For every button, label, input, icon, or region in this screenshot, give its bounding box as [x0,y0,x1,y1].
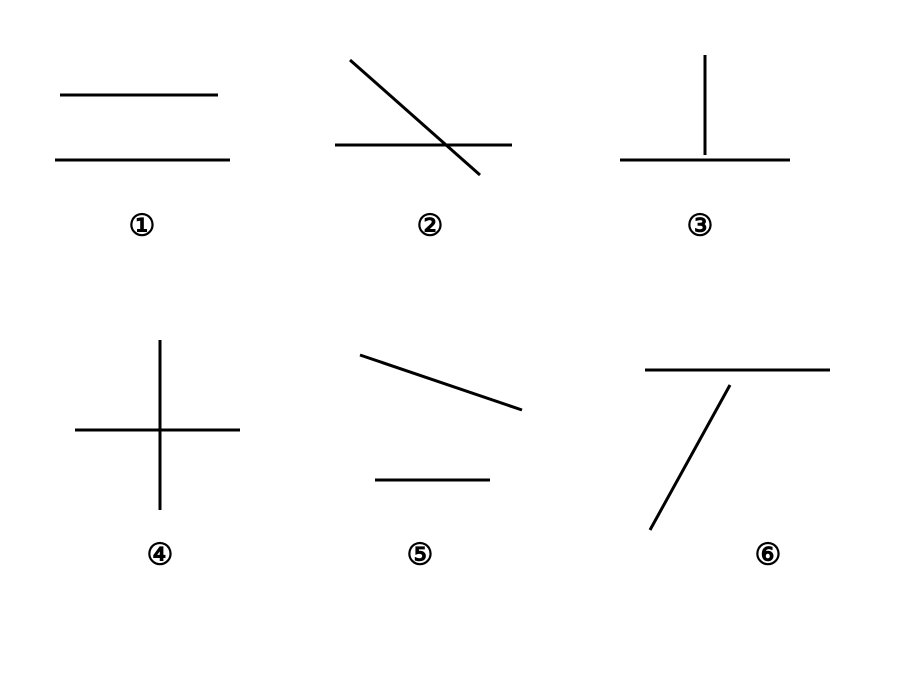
panel-5 [360,355,522,480]
panel-label-1: ① [129,209,156,244]
panel-6-line-2 [650,385,730,530]
panel-1 [55,95,230,160]
panel-label-2: ② [417,209,444,244]
panel-label-3: ③ [687,209,714,244]
panel-6 [645,370,830,530]
panel-2-line-1 [350,60,480,175]
panel-3 [620,55,790,160]
diagram-canvas [0,0,920,690]
panel-label-5: ⑤ [407,538,434,573]
panel-5-line-1 [360,355,522,410]
panel-2 [335,60,512,175]
panel-4 [75,340,240,510]
panel-label-6: ⑥ [755,538,782,573]
panel-label-4: ④ [147,538,174,573]
